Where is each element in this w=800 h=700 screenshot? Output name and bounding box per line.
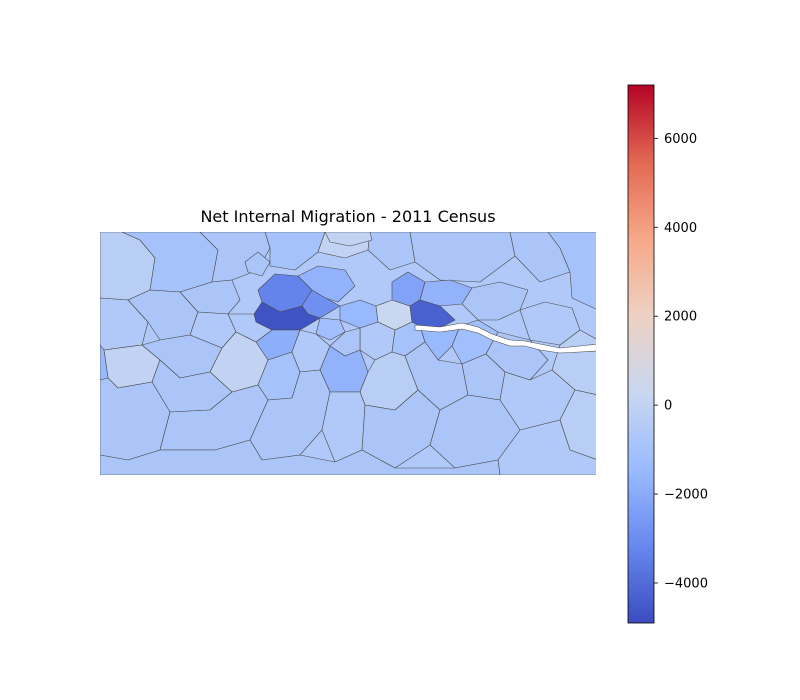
colorbar-ticks: −4000 −2000 0 2000 4000 6000 xyxy=(654,132,708,591)
region[interactable] xyxy=(100,439,501,475)
colorbar-tick-label: 4000 xyxy=(664,221,697,236)
colorbar-tick-label: 6000 xyxy=(664,132,697,147)
region[interactable] xyxy=(264,232,326,271)
colorbar-tick-label: 2000 xyxy=(664,310,697,325)
colorbar-gradient xyxy=(627,84,655,624)
region[interactable] xyxy=(547,232,598,310)
region[interactable] xyxy=(324,232,373,247)
region[interactable] xyxy=(244,251,271,277)
regions-layer xyxy=(100,232,598,475)
river-thames xyxy=(414,322,596,354)
region[interactable] xyxy=(409,232,516,283)
choropleth-map xyxy=(100,232,598,475)
colorbar: −4000 −2000 0 2000 4000 6000 xyxy=(627,84,708,624)
colorbar-tick-label: −2000 xyxy=(664,488,708,503)
region[interactable] xyxy=(367,232,416,271)
colorbar-tick-label: −4000 xyxy=(664,576,708,591)
map-title: Net Internal Migration - 2011 Census xyxy=(200,207,495,226)
region[interactable] xyxy=(315,317,346,341)
region[interactable] xyxy=(461,281,529,321)
colorbar-tick-label: 0 xyxy=(664,399,672,414)
